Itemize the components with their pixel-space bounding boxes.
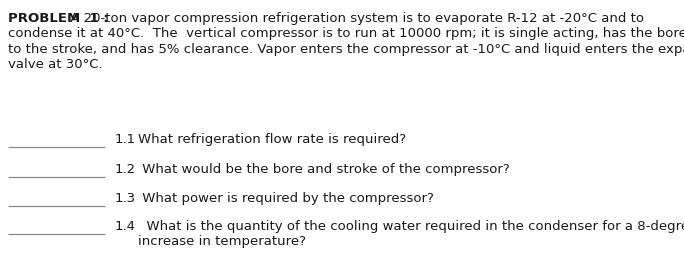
Text: 1.1: 1.1 [115, 133, 136, 146]
Text: condense it at 40°C.  The  vertical compressor is to run at 10000 rpm; it is sin: condense it at 40°C. The vertical compre… [8, 27, 684, 40]
Text: 1.2: 1.2 [115, 163, 136, 176]
Text: 1.4: 1.4 [115, 220, 136, 233]
Text: 1.3: 1.3 [115, 192, 136, 205]
Text: What is the quantity of the cooling water required in the condenser for a 8-degr: What is the quantity of the cooling wate… [138, 220, 684, 248]
Text: What refrigeration flow rate is required?: What refrigeration flow rate is required… [138, 133, 406, 146]
Text: What power is required by the compressor?: What power is required by the compressor… [138, 192, 434, 205]
Text: A 20-ton vapor compression refrigeration system is to evaporate R-12 at -20°C an: A 20-ton vapor compression refrigeration… [66, 12, 644, 25]
Text: valve at 30°C.: valve at 30°C. [8, 59, 103, 72]
Text: to the stroke, and has 5% clearance. Vapor enters the compressor at -10°C and li: to the stroke, and has 5% clearance. Vap… [8, 43, 684, 56]
Text: What would be the bore and stroke of the compressor?: What would be the bore and stroke of the… [138, 163, 510, 176]
Text: PROBLEM  1 :: PROBLEM 1 : [8, 12, 114, 25]
